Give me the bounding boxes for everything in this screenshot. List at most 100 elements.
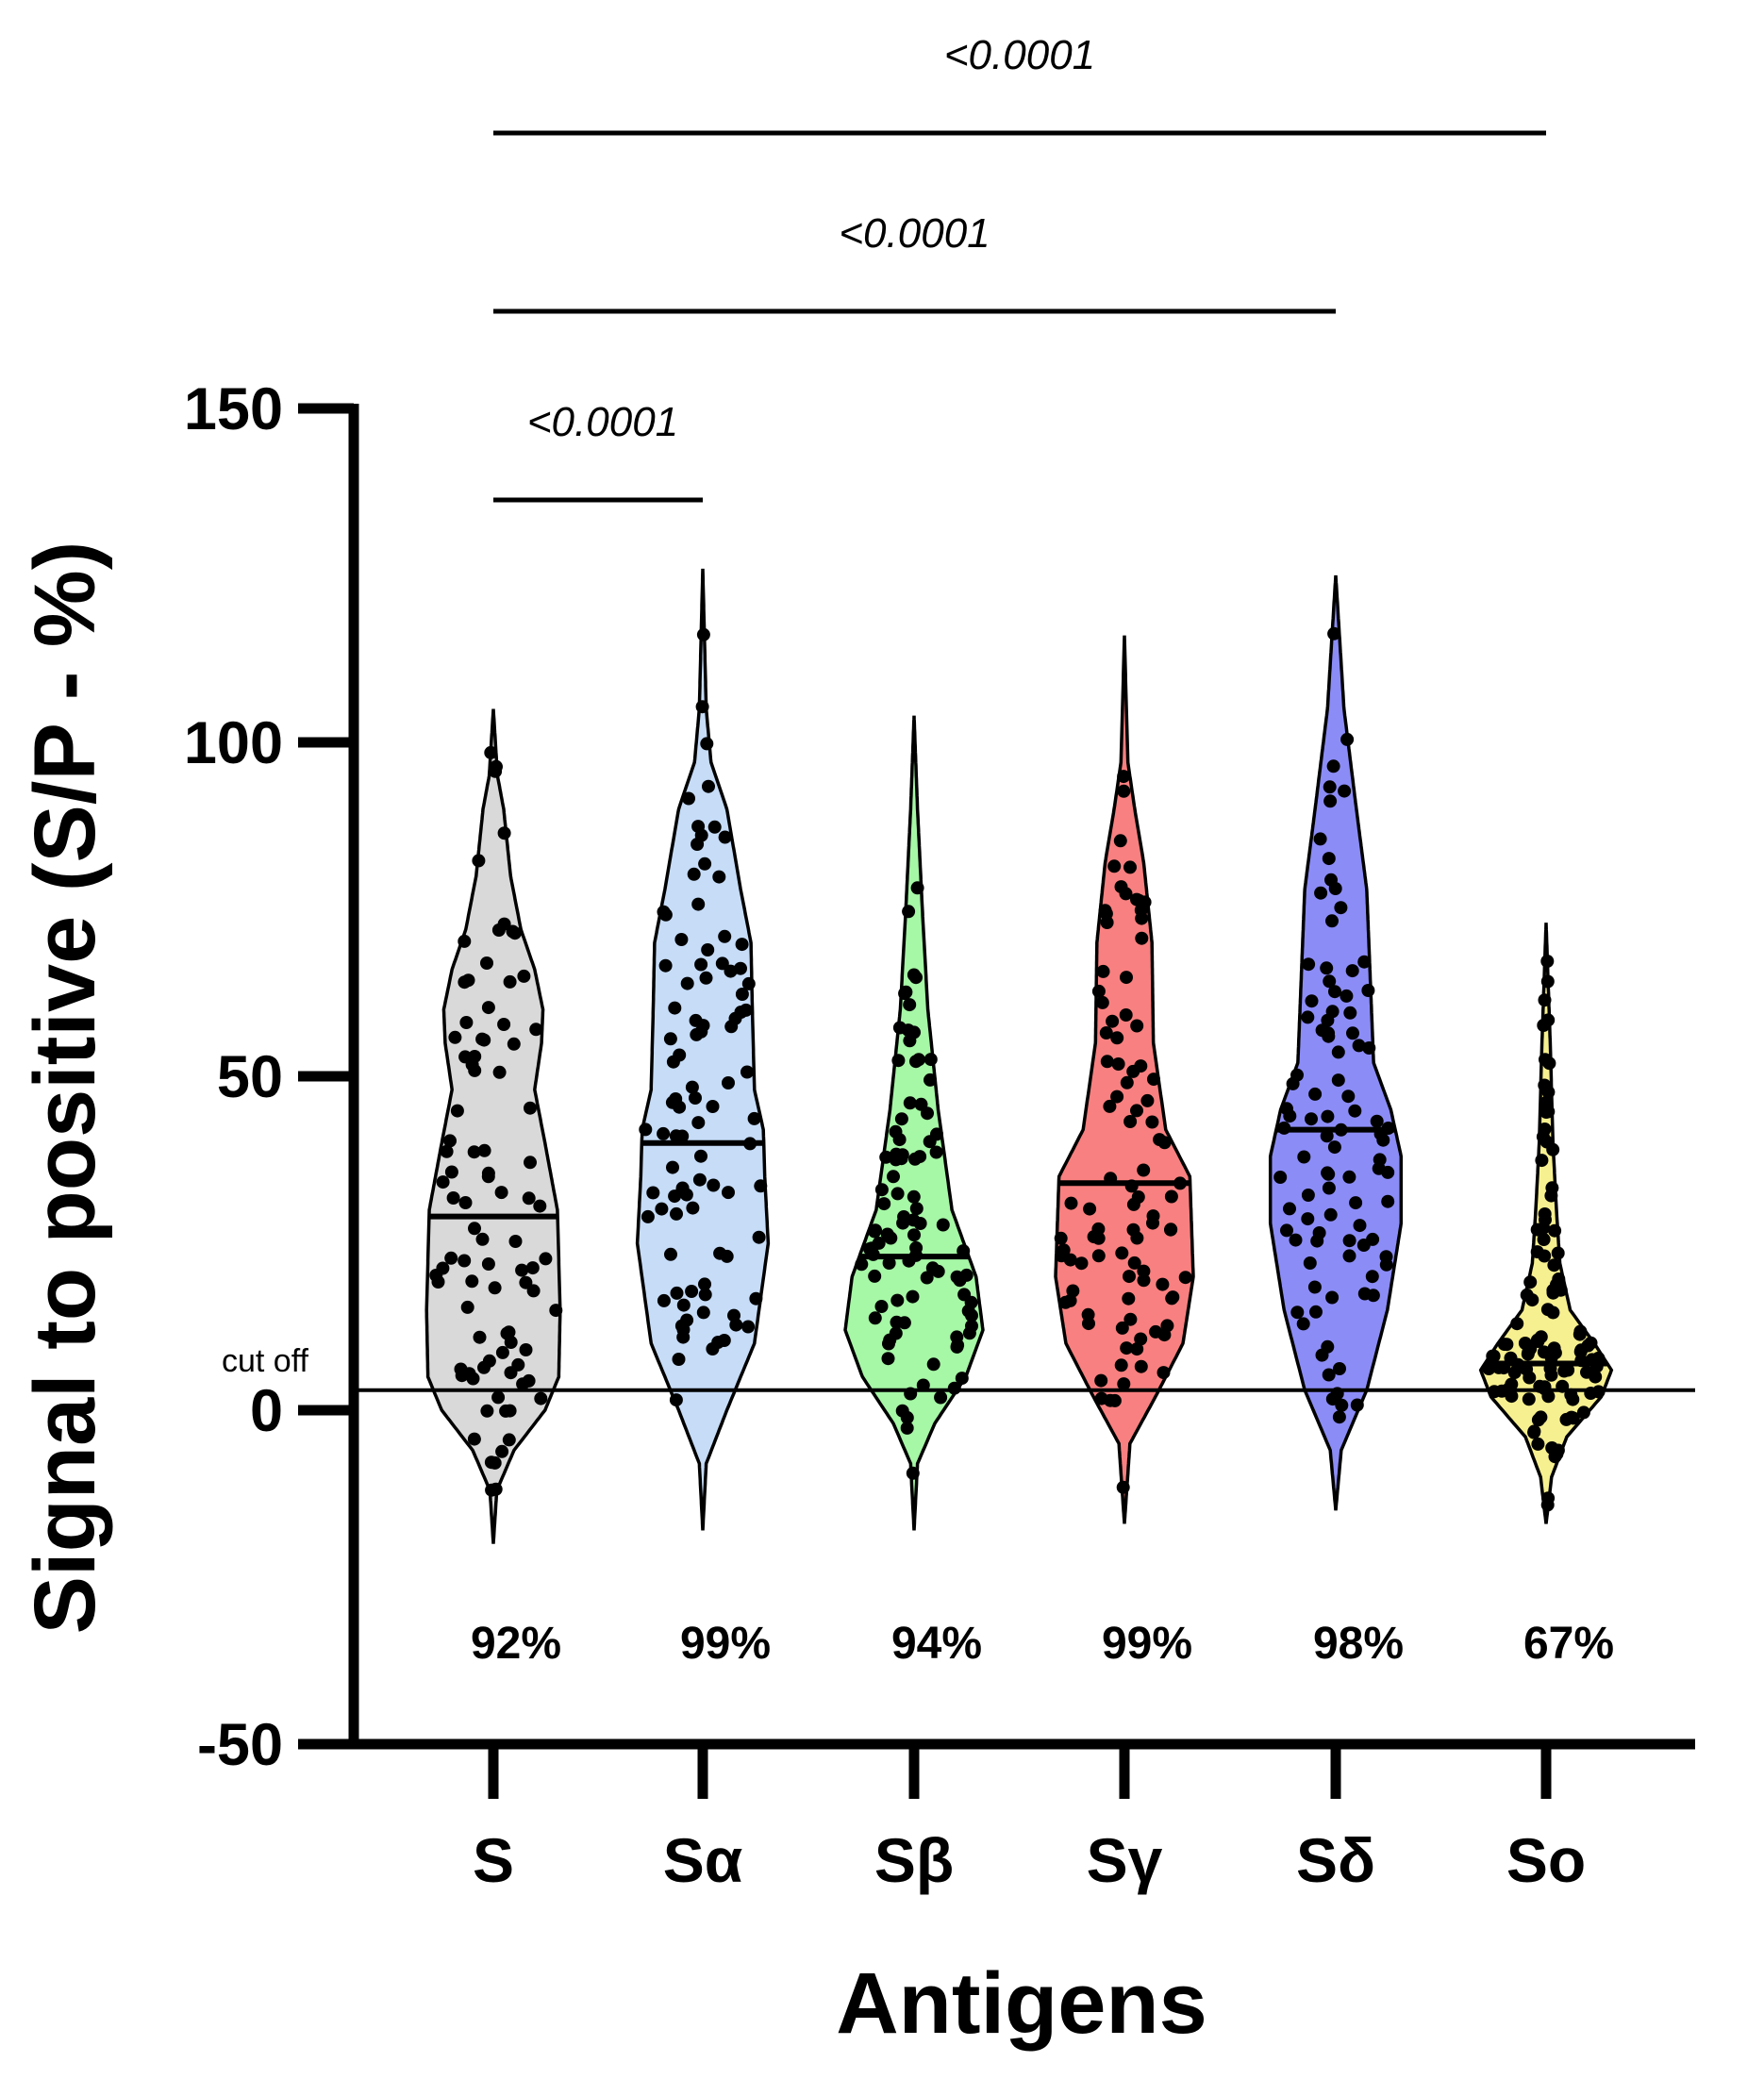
data-point [914,1097,928,1111]
data-point [1309,1305,1323,1319]
data-point [920,1271,934,1285]
data-point [682,791,695,806]
data-point [1166,1290,1180,1305]
data-point [1123,1270,1136,1284]
data-point [1510,1317,1524,1331]
data-point [1346,1026,1359,1040]
data-point [931,1264,945,1278]
data-point [670,1206,683,1221]
data-point [1302,957,1316,972]
data-point [655,1202,669,1216]
data-point [734,961,747,975]
data-point [1091,984,1106,998]
data-point [1327,626,1341,640]
data-point [1548,1450,1562,1464]
data-point [910,881,924,895]
data-point [1328,985,1341,999]
data-point [712,870,726,884]
data-point [1523,1275,1538,1289]
data-point [491,1390,506,1405]
data-point [670,1286,684,1300]
data-point [1320,961,1334,975]
data-point [1322,1368,1336,1382]
data-point [1120,971,1133,985]
data-point [1083,1202,1097,1216]
data-point [1381,1194,1395,1208]
data-point [502,1325,516,1339]
data-point [741,976,756,990]
data-point [1333,1362,1346,1375]
data-point [666,1055,680,1069]
data-point [1342,1234,1356,1248]
data-point [1314,886,1328,900]
data-point [484,745,498,759]
data-point [698,857,712,871]
data-point [874,1300,889,1313]
data-point [1100,916,1114,929]
data-point [900,1421,914,1435]
data-point [1341,1089,1356,1104]
data-point [497,826,511,840]
data-point [1331,1045,1345,1059]
data-point [1348,1104,1362,1118]
data-point [539,1252,553,1266]
data-point [508,1235,523,1248]
data-point [754,1179,768,1193]
data-point [641,1209,655,1223]
data-point [879,1150,893,1164]
violins: 92% 99% 94% 99% 98% 67% [424,568,1614,1669]
data-point [1540,974,1555,989]
data-point [1538,1249,1552,1263]
data-point [889,1326,903,1340]
data-point [699,971,713,985]
data-point [882,1256,896,1270]
data-point [1094,1391,1108,1405]
data-point [657,1126,671,1140]
data-point [1535,1154,1549,1168]
data-point [680,976,694,990]
data-point [444,1165,458,1179]
data-point [741,1320,756,1334]
data-point [666,1160,679,1174]
data-point [1338,784,1352,798]
cutoff-label: cut off [222,1343,309,1379]
data-point [668,1001,682,1015]
data-point [1297,1150,1311,1164]
data-point [890,1293,905,1307]
data-point [735,988,749,1001]
data-point [881,1352,895,1366]
data-point [692,1173,707,1187]
p-value-label: <0.0001 [839,210,990,257]
data-point [1286,1076,1300,1090]
data-point [431,1275,445,1289]
data-point [698,1288,712,1302]
data-point [1537,1345,1551,1359]
data-point [1091,1249,1106,1263]
data-point [1538,1078,1552,1092]
data-point [1130,892,1143,906]
data-point [1301,1212,1315,1226]
data-point [1527,1424,1541,1439]
data-point [1055,1249,1069,1263]
data-point [516,1377,530,1391]
data-point [1081,1307,1095,1322]
data-point [534,1391,548,1405]
data-point [718,929,732,943]
data-point [1340,732,1355,746]
data-point [724,964,738,978]
data-point [1119,1008,1133,1022]
data-point [1321,1339,1335,1354]
data-point [890,1315,904,1329]
data-point [1307,1280,1322,1294]
data-point [1340,989,1354,1003]
data-point [480,956,493,970]
data-point [1537,1221,1551,1235]
data-point [741,1065,754,1079]
data-point [446,1191,460,1205]
data-point [494,1186,508,1200]
axes: -50 0 50 100 150 S Sα Sβ Sγ Sδ So [184,376,1695,1895]
data-point [696,627,710,641]
positivity-label: 99% [680,1619,771,1669]
data-point [1352,1039,1366,1053]
